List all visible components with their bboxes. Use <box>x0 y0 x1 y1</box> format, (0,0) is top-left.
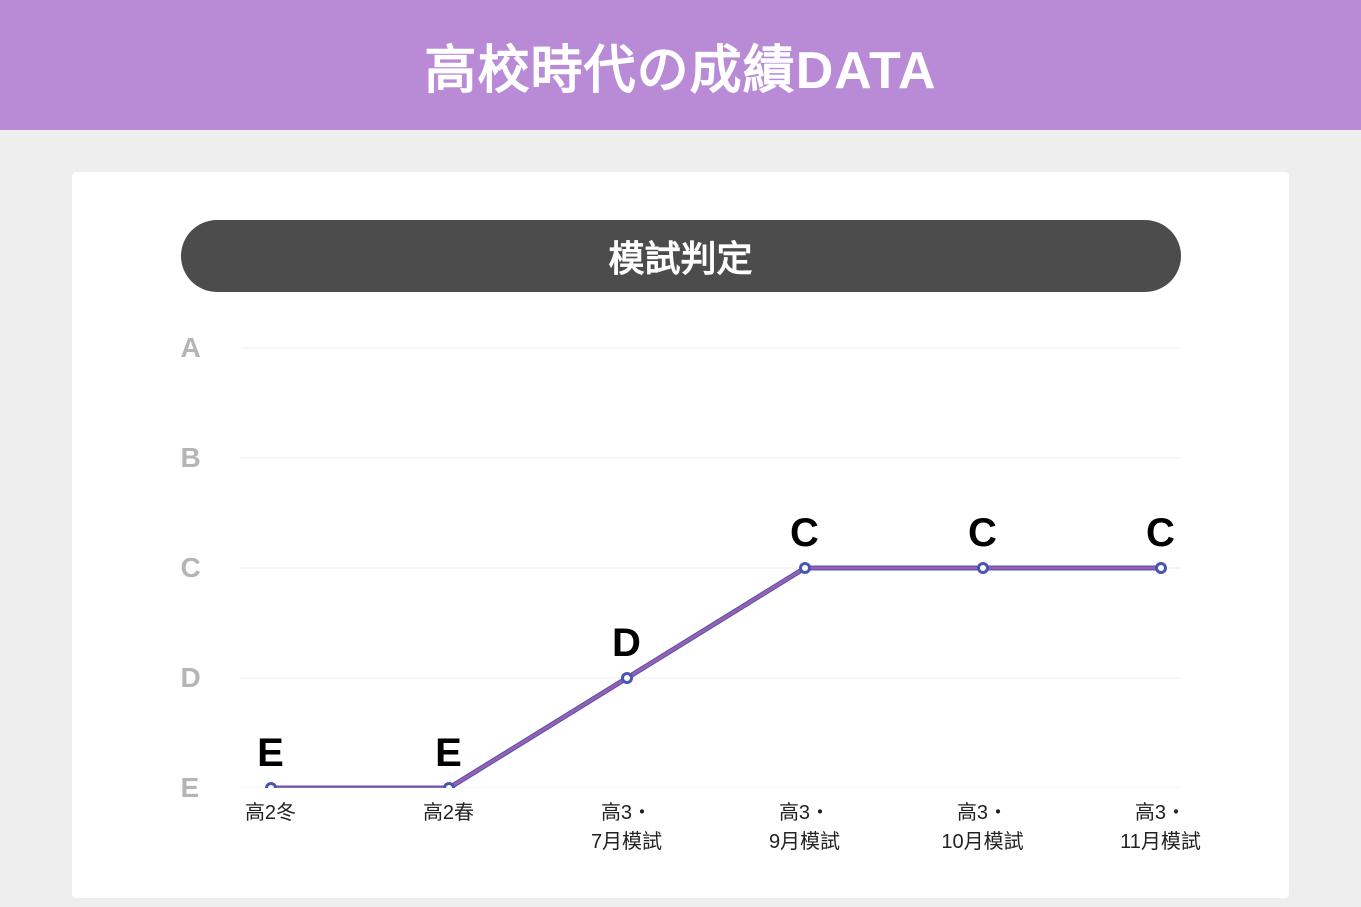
x-axis-label: 高3・10月模試 <box>941 796 1023 854</box>
header-banner: 高校時代の成績DATA <box>0 0 1361 130</box>
data-label: D <box>612 621 641 666</box>
data-label: E <box>435 731 462 776</box>
data-marker-inner <box>980 565 986 571</box>
y-axis-label: C <box>181 552 201 584</box>
data-marker-inner <box>624 675 630 681</box>
chart-plot-area: ABCDE高2冬高2春高3・7月模試高3・9月模試高3・10月模試高3・11月模… <box>181 328 1181 858</box>
x-axis-label: 高2冬 <box>245 796 296 825</box>
header-title: 高校時代の成績DATA <box>424 28 936 103</box>
x-axis-label: 高3・7月模試 <box>591 796 662 854</box>
chart-card: 模試判定 A B C D E 高2冬 高2春 高3・7月模試 高3・9月模試 高3・10月模試 高3… <box>72 172 1289 898</box>
data-label: C <box>790 511 819 556</box>
data-label: C <box>968 511 997 556</box>
data-marker-inner <box>802 565 808 571</box>
chart-subtitle-text: 模試判定 <box>608 230 752 282</box>
y-axis-label: B <box>181 442 201 474</box>
data-label: C <box>1146 511 1175 556</box>
data-label: E <box>257 731 284 776</box>
x-axis-label: 高2春 <box>423 796 474 825</box>
chart-subtitle-pill: 模試判定 <box>181 220 1181 292</box>
chart-svg <box>181 328 1181 788</box>
x-axis-label: 高3・9月模試 <box>769 796 840 854</box>
y-axis-label: E <box>181 772 200 804</box>
x-axis-label: 高3・11月模試 <box>1120 796 1201 854</box>
data-marker-inner <box>1158 565 1164 571</box>
y-axis-label: A <box>181 332 201 364</box>
y-axis-label: D <box>181 662 201 694</box>
